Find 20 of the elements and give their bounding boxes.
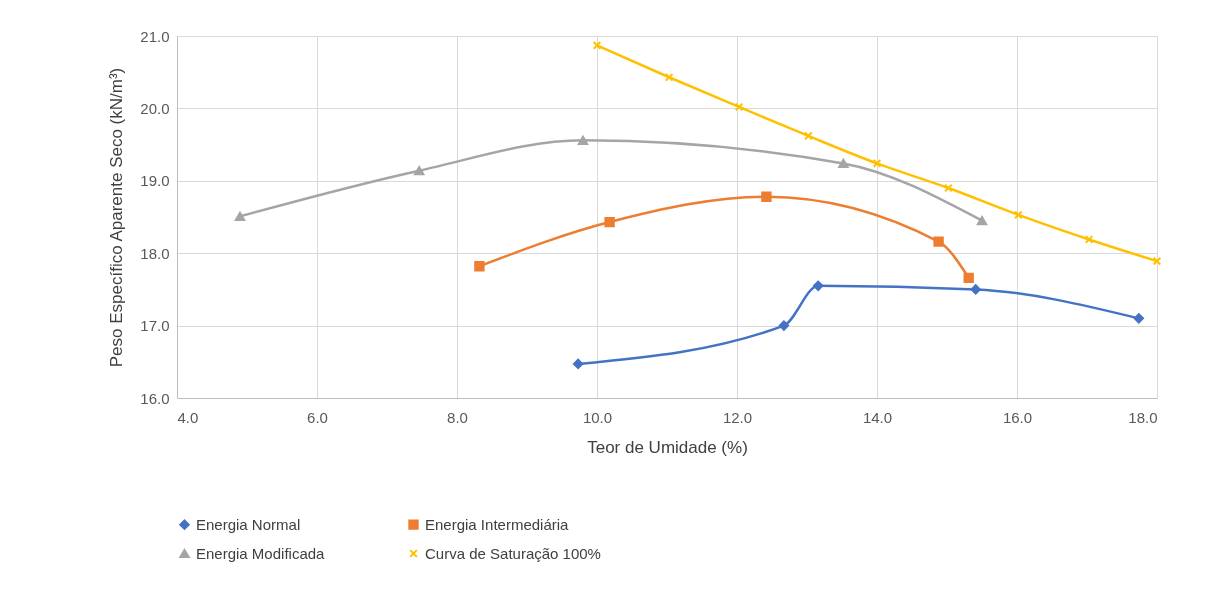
- x-axis-title: Teor de Umidade (%): [587, 437, 748, 457]
- legend-label: Energia Modificada: [196, 544, 326, 562]
- x-tick-label: 18.0: [1128, 408, 1158, 426]
- x-tick-label: 12.0: [722, 408, 753, 426]
- x-tick-label: 10.0: [582, 408, 613, 426]
- x-tick-label: 4.0: [177, 408, 199, 426]
- x-tick-label: 16.0: [1002, 408, 1033, 426]
- y-tick-label: 21.0: [140, 27, 170, 45]
- y-tick-label: 19.0: [140, 172, 170, 190]
- x-tick-label: 6.0: [307, 408, 328, 426]
- x-tick-label: 14.0: [862, 408, 893, 426]
- y-tick-label: 17.0: [140, 317, 170, 335]
- legend-label: Energia Intermediária: [425, 515, 570, 533]
- x-tick-label: 8.0: [447, 408, 468, 426]
- legend-label: Energia Normal: [196, 515, 301, 533]
- y-tick-label: 16.0: [140, 389, 170, 407]
- y-tick-label: 18.0: [140, 244, 170, 262]
- legend-label: Curva de Saturação 100%: [425, 544, 601, 562]
- y-tick-label: 20.0: [140, 99, 170, 117]
- y-axis-title: Peso Específico Aparente Seco (kN/m³): [107, 67, 127, 368]
